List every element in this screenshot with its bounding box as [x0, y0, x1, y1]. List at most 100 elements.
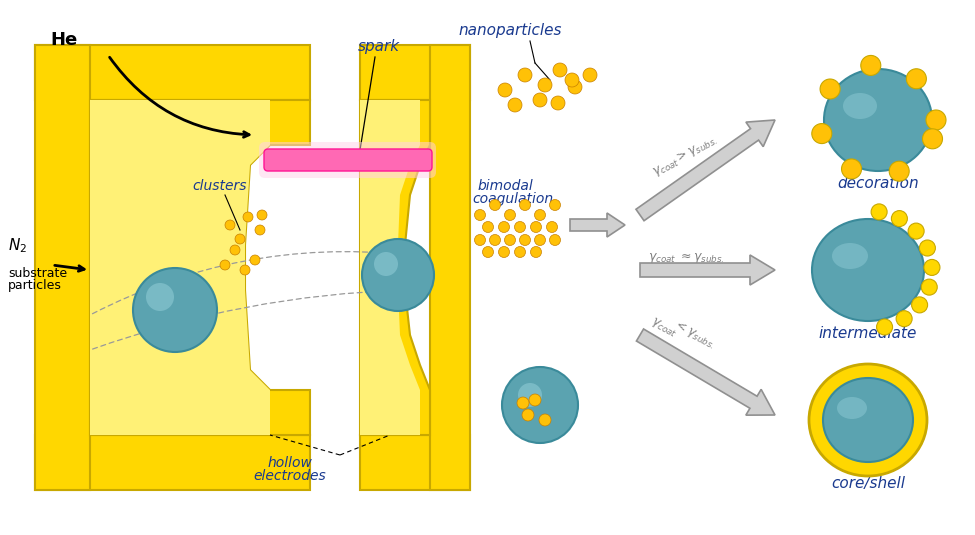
Circle shape	[515, 221, 526, 233]
Circle shape	[891, 211, 908, 227]
Circle shape	[243, 212, 253, 222]
Text: He: He	[50, 31, 77, 49]
Circle shape	[534, 234, 545, 246]
Circle shape	[498, 221, 510, 233]
Circle shape	[240, 265, 250, 275]
Circle shape	[498, 247, 510, 257]
Circle shape	[529, 394, 541, 406]
Circle shape	[504, 210, 516, 220]
Ellipse shape	[812, 219, 924, 321]
Circle shape	[489, 234, 500, 246]
Circle shape	[362, 239, 434, 311]
Polygon shape	[570, 213, 625, 237]
Text: $> \gamma_{subs.}$: $> \gamma_{subs.}$	[672, 132, 721, 167]
Text: coagulation: coagulation	[472, 192, 553, 206]
Circle shape	[530, 247, 541, 257]
Circle shape	[220, 260, 230, 270]
Ellipse shape	[843, 93, 877, 119]
Polygon shape	[35, 435, 310, 490]
Circle shape	[871, 204, 887, 220]
Polygon shape	[360, 100, 430, 435]
Circle shape	[133, 268, 217, 352]
Polygon shape	[35, 45, 90, 490]
Circle shape	[515, 247, 526, 257]
Circle shape	[520, 200, 530, 210]
Circle shape	[146, 283, 174, 311]
Circle shape	[517, 397, 529, 409]
Circle shape	[475, 234, 486, 246]
Circle shape	[568, 80, 582, 94]
Circle shape	[489, 200, 500, 210]
Circle shape	[889, 161, 910, 181]
Circle shape	[498, 83, 512, 97]
Circle shape	[553, 63, 567, 77]
Polygon shape	[360, 100, 420, 435]
Text: clusters: clusters	[192, 179, 247, 193]
Circle shape	[483, 221, 493, 233]
Circle shape	[861, 56, 880, 75]
Text: $\gamma_{coat}$: $\gamma_{coat}$	[648, 251, 677, 265]
Ellipse shape	[809, 364, 927, 476]
FancyBboxPatch shape	[264, 149, 432, 171]
Circle shape	[508, 98, 522, 112]
Text: $\approx \gamma_{subs.}$: $\approx \gamma_{subs.}$	[678, 251, 724, 265]
Circle shape	[841, 159, 862, 179]
Circle shape	[926, 110, 946, 130]
Polygon shape	[636, 120, 775, 221]
Polygon shape	[360, 435, 470, 490]
Circle shape	[230, 245, 240, 255]
Text: electrodes: electrodes	[254, 469, 327, 483]
Circle shape	[922, 129, 943, 149]
Circle shape	[483, 247, 493, 257]
Circle shape	[520, 234, 530, 246]
Polygon shape	[640, 255, 775, 285]
Circle shape	[539, 414, 551, 426]
Text: particles: particles	[8, 279, 61, 292]
Text: $< \gamma_{subs.}$: $< \gamma_{subs.}$	[670, 317, 719, 352]
Circle shape	[547, 221, 558, 233]
Text: $\gamma_{coat}$: $\gamma_{coat}$	[650, 154, 682, 180]
Circle shape	[538, 78, 552, 92]
Circle shape	[475, 210, 486, 220]
Text: bimodal: bimodal	[478, 179, 533, 193]
Text: $\gamma_{coat}$: $\gamma_{coat}$	[648, 314, 680, 340]
Circle shape	[504, 234, 516, 246]
Circle shape	[820, 79, 840, 99]
Circle shape	[255, 225, 265, 235]
Ellipse shape	[824, 69, 932, 171]
Circle shape	[877, 319, 892, 335]
Text: decoration: decoration	[838, 176, 918, 191]
Polygon shape	[637, 329, 775, 415]
Polygon shape	[90, 100, 310, 435]
Circle shape	[534, 210, 545, 220]
Circle shape	[522, 409, 534, 421]
Circle shape	[583, 68, 597, 82]
FancyBboxPatch shape	[259, 142, 436, 178]
Text: core/shell: core/shell	[831, 476, 905, 491]
Circle shape	[257, 210, 267, 220]
Circle shape	[919, 240, 935, 256]
Circle shape	[896, 311, 913, 327]
Circle shape	[533, 93, 547, 107]
Circle shape	[921, 279, 937, 295]
Polygon shape	[90, 100, 270, 435]
Circle shape	[225, 220, 235, 230]
Circle shape	[518, 383, 542, 407]
Circle shape	[502, 367, 578, 443]
Text: hollow: hollow	[267, 456, 312, 470]
Ellipse shape	[823, 378, 913, 462]
Text: intermediate: intermediate	[819, 326, 917, 341]
Circle shape	[565, 73, 579, 87]
Text: spark: spark	[358, 39, 400, 54]
Circle shape	[912, 297, 927, 313]
Circle shape	[550, 200, 561, 210]
Text: nanoparticles: nanoparticles	[458, 23, 562, 38]
Circle shape	[530, 221, 541, 233]
Circle shape	[235, 234, 245, 244]
Ellipse shape	[832, 243, 868, 269]
Circle shape	[908, 223, 924, 239]
Text: substrate: substrate	[8, 267, 67, 280]
Polygon shape	[35, 45, 310, 100]
Circle shape	[812, 124, 832, 143]
Circle shape	[924, 259, 940, 276]
